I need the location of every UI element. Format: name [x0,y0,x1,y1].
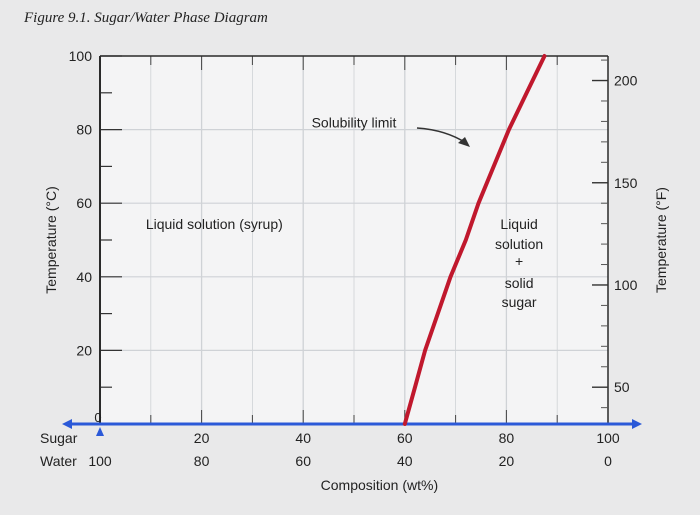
x-row-label-sugar: Sugar [40,430,78,446]
y-left-tick-label: 40 [76,269,92,285]
x-tick-label-water: 100 [88,453,112,469]
x-axis-title: Composition (wt%) [321,477,438,493]
x-row-label-water: Water [40,453,77,469]
x-tick-label-sugar: 60 [397,430,413,446]
x-tick-label-water: 40 [397,453,413,469]
y-right-tick-label: 50 [614,379,630,395]
axis-arrow-right [632,419,642,429]
curve-label: Solubility limit [312,115,397,131]
x-tick-label-water: 0 [604,453,612,469]
x-tick-label-water: 20 [499,453,515,469]
y-right-tick-label: 200 [614,73,638,89]
y-left-tick-label: 20 [76,342,92,358]
y-right-tick-label: 100 [614,277,638,293]
region-label-two-phase: solution [495,236,543,252]
region-label-two-phase: + [515,253,523,269]
solubility-curve [402,54,547,426]
annotation-arrow-head [458,137,470,147]
x-tick-label-sugar: 20 [194,430,210,446]
y-left-tick-label: 80 [76,122,92,138]
y-left-tick-label: 60 [76,195,92,211]
region-label-two-phase: solid [505,275,534,291]
y-left-tick-label: 100 [69,48,93,64]
region-label-two-phase: Liquid [500,216,537,232]
x-tick-label-sugar: 40 [295,430,311,446]
x-tick-label-water: 80 [194,453,210,469]
y-left-tick-label: 0 [94,410,101,425]
y-right-tick-label: 150 [614,175,638,191]
x-tick-label-water: 60 [295,453,311,469]
axis-arrow-left [62,419,72,429]
region-label-two-phase: sugar [502,294,537,310]
x-tick-label-sugar: 80 [499,430,515,446]
region-label-liquid: Liquid solution (syrup) [146,216,283,232]
figure-title: Figure 9.1. Sugar/Water Phase Diagram [24,10,268,26]
x-tick-label-sugar: 100 [596,430,620,446]
y-left-axis-title: Temperature (°C) [43,186,59,294]
zero-marker [96,427,104,436]
y-right-axis-title: Temperature (°F) [653,187,669,293]
